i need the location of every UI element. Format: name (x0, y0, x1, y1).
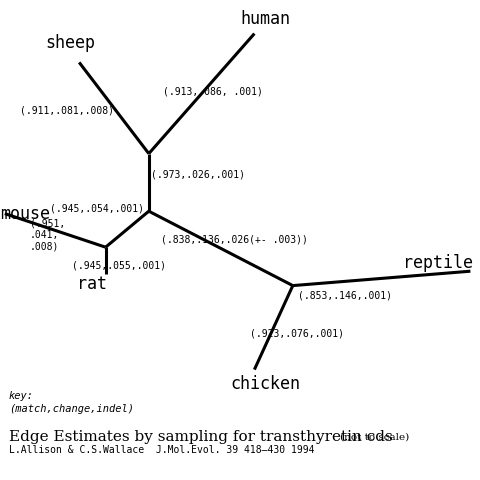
Text: rat: rat (77, 275, 107, 293)
Text: (match,change,indel): (match,change,indel) (9, 404, 133, 414)
Text: (.951,
.041,
.008): (.951, .041, .008) (30, 218, 65, 252)
Text: reptile: reptile (403, 253, 473, 272)
Text: (.973,.026,.001): (.973,.026,.001) (151, 170, 245, 180)
Text: human: human (240, 10, 290, 28)
Text: (.911,.081,.008): (.911,.081,.008) (20, 106, 114, 115)
Text: key:: key: (9, 391, 34, 401)
Text: (.913,.086, .001): (.913,.086, .001) (163, 86, 263, 96)
Text: (.945,.054,.001): (.945,.054,.001) (50, 204, 144, 214)
Text: Edge Estimates by sampling for transthyretin cds: Edge Estimates by sampling for transthyr… (9, 430, 392, 444)
Text: (.853,.146,.001): (.853,.146,.001) (298, 290, 392, 300)
Text: sheep: sheep (46, 34, 96, 52)
Text: mouse: mouse (0, 204, 50, 223)
Text: chicken: chicken (230, 375, 300, 393)
Text: (.945,.055,.001): (.945,.055,.001) (72, 261, 166, 271)
Text: (.923,.076,.001): (.923,.076,.001) (250, 329, 344, 338)
Text: (not to scale): (not to scale) (340, 432, 409, 441)
Text: (.838,.136,.026(+- .003)): (.838,.136,.026(+- .003)) (161, 235, 308, 245)
Text: L.Allison & C.S.Wallace  J.Mol.Evol. 39 418–430 1994: L.Allison & C.S.Wallace J.Mol.Evol. 39 4… (9, 445, 314, 455)
